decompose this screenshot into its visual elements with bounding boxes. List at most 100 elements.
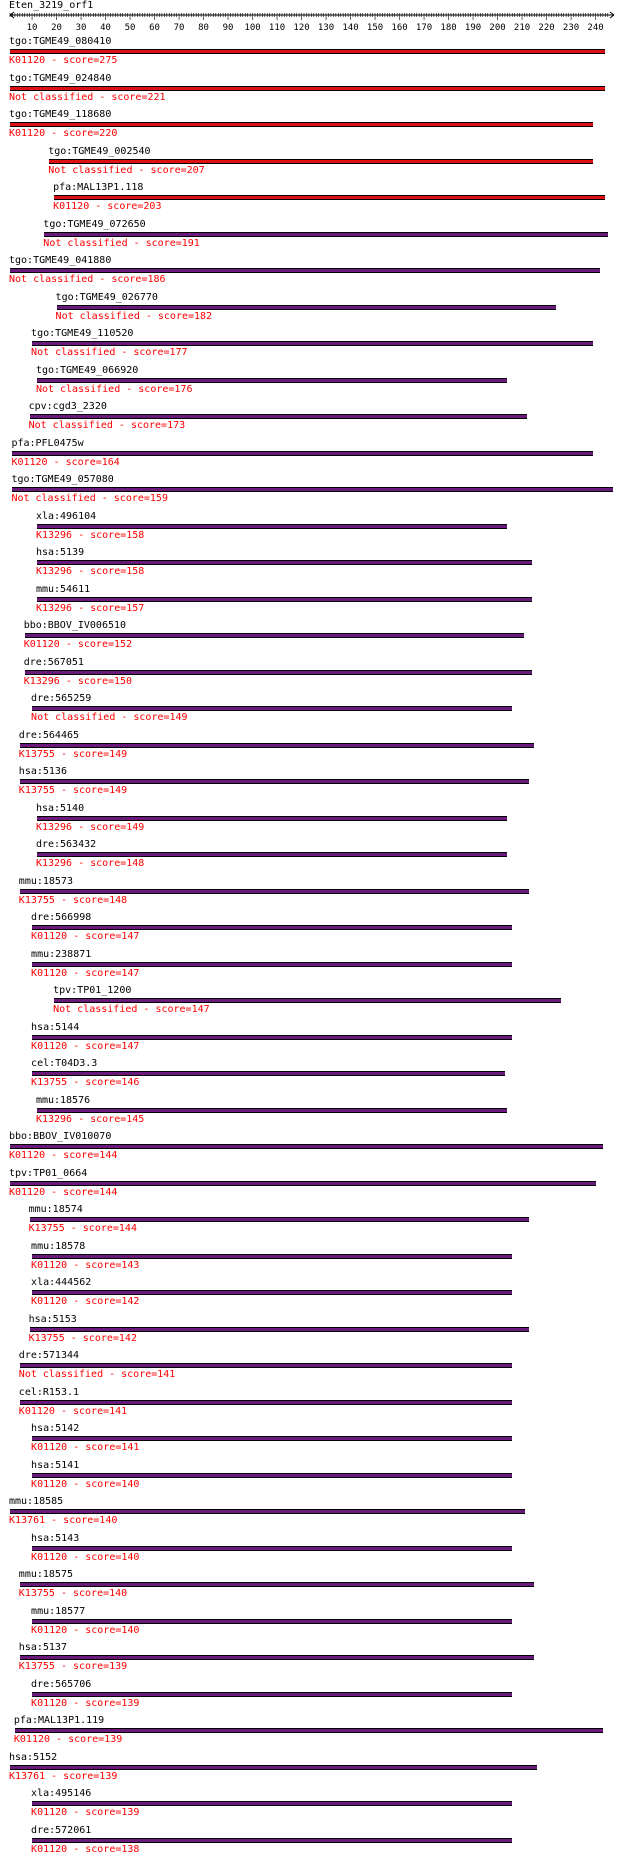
hit-classification-label: K01120 - score=147 xyxy=(31,1040,140,1052)
hit-classification-label: K01120 - score=140 xyxy=(31,1551,140,1563)
hit-classification-label: K13296 - score=158 xyxy=(35,529,145,541)
ruler-tick-label: 30 xyxy=(76,23,87,33)
hit-bar xyxy=(10,85,606,91)
hit-classification-label: K01120 - score=164 xyxy=(11,456,120,468)
hit-name: mmu:18574 xyxy=(28,1204,83,1215)
hit-classification-label: Not classified - score=177 xyxy=(31,347,188,358)
hit-bar xyxy=(19,1363,513,1368)
hit-bar xyxy=(32,341,594,346)
hit-bar xyxy=(24,633,525,638)
hit-classification-label: K01120 - score=141 xyxy=(18,1405,128,1417)
hit-name: bbo:BBOV_IV006510 xyxy=(23,620,127,631)
ruler-tick-label: 50 xyxy=(125,23,136,33)
hit-classification-label: K13296 - score=148 xyxy=(35,858,145,869)
ruler-tick-label: 130 xyxy=(318,23,334,33)
hit-bar xyxy=(29,414,527,419)
hit-name: mmu:238871 xyxy=(31,948,92,960)
hit-classification-label: K13755 - score=139 xyxy=(18,1661,128,1672)
hit-bar xyxy=(32,961,513,967)
hit-classification-label: Not classified - score=176 xyxy=(35,383,193,395)
hit-classification-label: K13755 - score=149 xyxy=(18,785,128,796)
hit-classification-label: Not classified - score=221 xyxy=(9,91,166,103)
ruler-tick-label: 160 xyxy=(391,23,407,33)
hit-classification-label: K13755 - score=140 xyxy=(18,1588,128,1599)
hit-bar xyxy=(36,523,508,529)
hit-name: hsa:5140 xyxy=(35,802,85,814)
hit-bar xyxy=(32,1253,513,1259)
hit-bar xyxy=(14,1728,603,1733)
hit-bar xyxy=(36,560,532,565)
hit-name: dre:564465 xyxy=(18,729,80,741)
hit-name: tgo:TGME49_066920 xyxy=(35,364,139,376)
hit-name: dre:566998 xyxy=(31,912,92,923)
hit-name: hsa:5141 xyxy=(31,1459,80,1471)
hit-bar xyxy=(10,122,594,127)
ruler-tick-label: 190 xyxy=(465,23,481,33)
ruler-tick-label: 170 xyxy=(416,23,432,33)
hit-bar xyxy=(36,852,508,857)
hit-classification-label: K13755 - score=142 xyxy=(28,1332,137,1344)
query-title: Eten_3219_orf1 xyxy=(9,0,94,11)
hit-classification-label: K01120 - score=152 xyxy=(23,639,133,650)
hit-classification-label: K01120 - score=275 xyxy=(9,55,118,66)
hit-name: tgo:TGME49_026770 xyxy=(55,291,158,303)
hit-bar xyxy=(29,1217,530,1222)
hit-bar xyxy=(36,596,532,602)
hit-classification-label: K13761 - score=140 xyxy=(9,1515,118,1526)
hit-classification-label: Not classified - score=147 xyxy=(53,1004,210,1015)
hit-name: bbo:BBOV_IV010070 xyxy=(9,1131,112,1142)
ruler-tick-label: 150 xyxy=(367,23,383,33)
hit-bar xyxy=(19,888,530,894)
hit-bar xyxy=(36,815,508,821)
ruler-tick-label: 120 xyxy=(293,23,309,33)
hit-classification-label: K01120 - score=220 xyxy=(9,128,118,139)
hit-bar xyxy=(54,195,606,200)
hit-name: tgo:TGME49_057080 xyxy=(11,474,114,485)
hit-classification-label: K13296 - score=145 xyxy=(35,1113,145,1125)
hit-classification-label: K01120 - score=147 xyxy=(31,931,140,942)
hit-classification-label: Not classified - score=207 xyxy=(48,164,205,176)
hit-classification-label: K01120 - score=140 xyxy=(31,1478,140,1490)
hit-bar xyxy=(24,669,532,675)
ruler-tick-label: 100 xyxy=(244,23,260,33)
hit-bar xyxy=(32,1837,513,1843)
hit-name: tgo:TGME49_118680 xyxy=(9,109,112,120)
hit-name: dre:567051 xyxy=(23,656,84,668)
hit-bar xyxy=(10,1180,596,1186)
ruler-tick-label: 180 xyxy=(440,23,456,33)
hit-name: mmu:18576 xyxy=(35,1094,91,1106)
hit-name: xla:496104 xyxy=(35,510,97,522)
hit-name: tgo:TGME49_110520 xyxy=(31,328,134,339)
hit-name: cpv:cgd3_2320 xyxy=(28,401,107,412)
hit-name: hsa:5152 xyxy=(9,1751,58,1763)
ruler-left-arrow xyxy=(9,11,15,19)
hit-bar xyxy=(19,1399,513,1405)
hit-name: tgo:TGME49_024840 xyxy=(9,72,112,84)
hit-classification-label: K01120 - score=139 xyxy=(31,1807,140,1818)
ruler-tick-label: 20 xyxy=(51,23,62,33)
hit-name: tgo:TGME49_002540 xyxy=(48,145,151,157)
hit-name: cel:R153.1 xyxy=(18,1386,80,1398)
hit-name: xla:444562 xyxy=(31,1277,92,1288)
hit-bar xyxy=(32,1071,505,1076)
hit-name: tpv:TP01_0664 xyxy=(9,1167,88,1179)
hit-classification-label: K13761 - score=139 xyxy=(9,1770,118,1782)
hit-bar xyxy=(10,49,606,54)
hit-bar xyxy=(32,1801,513,1806)
hit-name: hsa:5136 xyxy=(18,766,67,777)
hit-name: pfa:MAL13P1.118 xyxy=(53,182,144,193)
hit-bar xyxy=(12,487,613,492)
hit-bar xyxy=(10,1509,525,1514)
hit-bar xyxy=(29,1326,530,1332)
hit-bar xyxy=(32,706,513,711)
hit-name: dre:563432 xyxy=(35,839,97,850)
hit-classification-label: K13755 - score=149 xyxy=(18,748,128,760)
hit-bar xyxy=(10,1144,603,1149)
hit-bar xyxy=(19,779,530,784)
hit-classification-label: K13296 - score=149 xyxy=(35,821,145,833)
hit-bar xyxy=(56,304,557,310)
hit-classification-label: K01120 - score=138 xyxy=(31,1843,140,1855)
hit-bar xyxy=(44,231,608,237)
hit-name: hsa:5139 xyxy=(35,547,85,558)
hit-classification-label: Not classified - score=173 xyxy=(28,420,186,431)
